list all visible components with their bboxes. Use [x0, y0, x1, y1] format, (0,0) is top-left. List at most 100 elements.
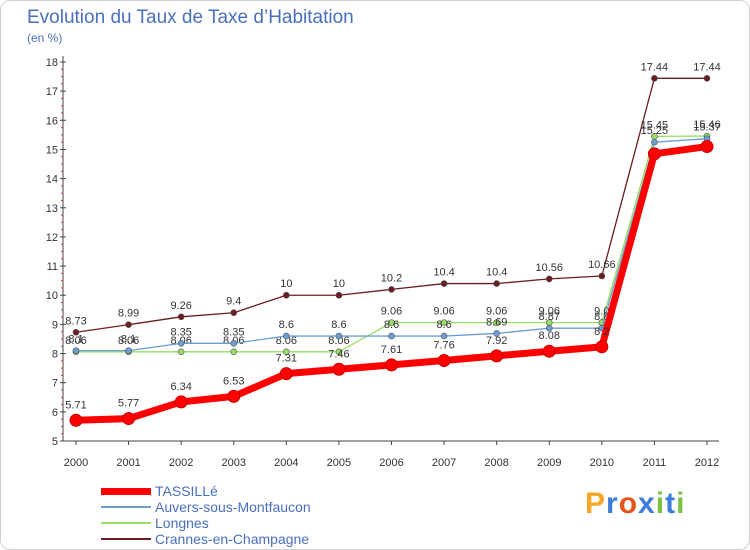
data-point	[177, 340, 185, 347]
data-point	[388, 332, 395, 340]
data-label: 8.06	[65, 335, 86, 347]
data-point	[125, 321, 132, 328]
data-label: 7.31	[276, 353, 297, 365]
data-point	[122, 412, 136, 426]
x-tick-label: 2011	[643, 457, 667, 469]
chart-title: Evolution du Taux de Taxe d’Habitation	[27, 7, 354, 28]
data-point	[283, 332, 290, 340]
data-label: 8.6	[331, 319, 346, 331]
data-label: 8.87	[539, 311, 560, 323]
x-tick-label: 2001	[116, 457, 140, 469]
data-point	[703, 75, 711, 82]
data-label: 8.73	[65, 315, 86, 327]
data-point	[598, 272, 606, 280]
data-point	[177, 348, 185, 356]
data-label: 8.1	[121, 334, 136, 346]
data-point	[490, 349, 504, 363]
data-point	[651, 138, 658, 146]
data-label: 15.37	[693, 122, 721, 134]
data-point	[440, 280, 448, 287]
y-unit-label: (en %)	[27, 31, 63, 45]
data-label: 8.6	[436, 319, 451, 331]
legend-label: TASSILLé	[155, 483, 218, 499]
data-point	[545, 275, 553, 283]
data-point	[283, 348, 290, 356]
data-label: 10.4	[433, 267, 454, 279]
data-label: 8.2	[594, 326, 609, 338]
data-label: 8.06	[276, 335, 297, 347]
x-tick-label: 2007	[432, 457, 456, 469]
data-point	[700, 140, 714, 154]
data-point	[388, 286, 395, 293]
series-0: 5.71 5.77 6.34 6.53 7.31 7.46 7.61 7.76 7.92 8.08…	[65, 140, 714, 427]
data-point	[332, 362, 346, 376]
data-label: 10	[333, 278, 345, 290]
legend-label: Longnes	[155, 515, 209, 531]
data-point	[335, 348, 343, 356]
data-point	[385, 358, 398, 372]
y-tick-label: 15	[46, 144, 58, 156]
data-point	[69, 413, 83, 427]
y-tick-label: 12	[46, 232, 58, 244]
y-tick-label: 13	[46, 203, 58, 215]
legend-label: Auvers-sous-Montfaucon	[155, 499, 311, 515]
proxiti-logo: Proxiti	[585, 487, 685, 521]
legend-item: Auvers-sous-Montfaucon	[101, 499, 311, 515]
y-tick-label: 17	[46, 86, 58, 98]
data-label: 10.66	[588, 259, 616, 271]
data-point	[230, 309, 238, 317]
data-point	[335, 332, 343, 340]
y-tick-label: 5	[52, 436, 58, 448]
data-label: 10.56	[535, 262, 563, 274]
data-point	[72, 347, 80, 354]
data-label: 7.76	[433, 340, 454, 352]
legend-swatch	[101, 506, 151, 508]
data-point	[440, 319, 448, 326]
legend-swatch	[101, 538, 151, 540]
data-point	[72, 328, 80, 336]
legend: TASSILLé Auvers-sous-Montfaucon Longnes Cra…	[101, 483, 311, 547]
legend-item: Crannes-en-Champagne	[101, 531, 311, 547]
data-point	[437, 354, 451, 368]
series-line	[75, 77, 708, 333]
data-label: 8.06	[328, 335, 349, 347]
series-3: 8.73 8.99 9.26 9.4 10 10 10.2 10.4 10.4 10.56 10.6…	[65, 61, 721, 336]
data-point	[230, 340, 238, 347]
data-label: 5.71	[65, 399, 86, 411]
y-tick-label: 18	[46, 57, 58, 69]
y-tick-label: 8	[52, 349, 58, 361]
legend-item: Longnes	[101, 515, 311, 531]
data-label: 9.4	[226, 296, 241, 308]
data-label: 8.35	[170, 326, 191, 338]
data-label: 10.2	[381, 272, 402, 284]
y-tick-label: 11	[47, 261, 58, 273]
data-label: 10	[280, 278, 292, 290]
data-label: 7.61	[381, 344, 402, 356]
data-label: 15.46	[693, 119, 721, 131]
data-label: 9.06	[486, 306, 507, 318]
x-tick-label: 2009	[537, 457, 561, 469]
data-label: 8.6	[384, 319, 399, 331]
legend-item: TASSILLé	[101, 483, 311, 499]
x-tick-label: 2003	[222, 457, 246, 469]
data-point	[283, 291, 290, 299]
logo-letter: i	[655, 487, 666, 520]
data-point	[647, 147, 661, 161]
data-label: 8.6	[279, 319, 294, 331]
data-label: 15.45	[641, 119, 669, 131]
logo-letter: r	[606, 487, 619, 520]
data-point	[279, 367, 293, 381]
y-tick-label: 10	[46, 290, 58, 302]
legend-label: Crannes-en-Champagne	[155, 531, 310, 547]
data-label: 9.06	[433, 306, 454, 318]
data-label: 5.77	[118, 398, 139, 410]
x-tick-label: 2004	[274, 457, 298, 469]
legend-swatch	[101, 522, 151, 524]
logo-letter: i	[676, 487, 686, 520]
data-point	[335, 291, 343, 299]
data-point	[174, 395, 188, 409]
logo-letter: o	[618, 487, 639, 520]
logo-letter: t	[665, 487, 677, 520]
